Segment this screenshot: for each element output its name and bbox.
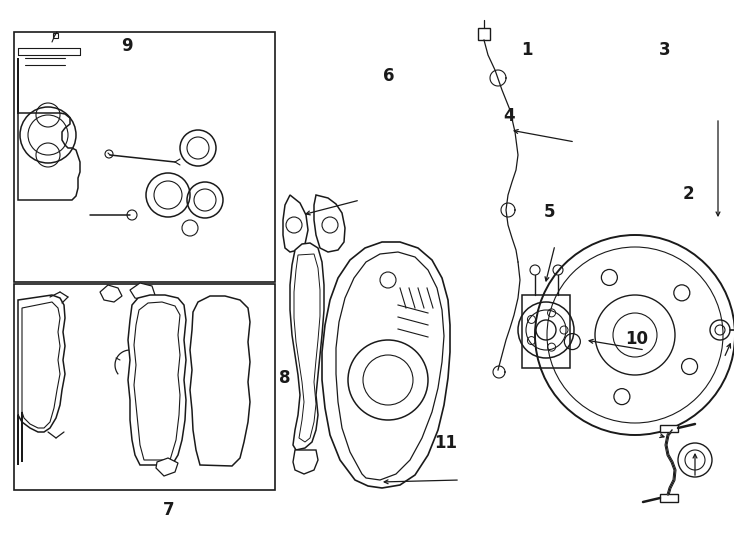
Text: 5: 5	[543, 203, 555, 221]
Text: 8: 8	[279, 369, 291, 387]
Text: 3: 3	[658, 40, 670, 59]
Polygon shape	[293, 450, 318, 474]
Polygon shape	[660, 494, 678, 502]
Polygon shape	[14, 284, 275, 490]
Polygon shape	[22, 302, 60, 462]
Polygon shape	[478, 28, 490, 40]
Text: 7: 7	[163, 501, 175, 519]
Polygon shape	[190, 296, 250, 466]
Text: 4: 4	[503, 107, 515, 125]
Polygon shape	[294, 254, 320, 442]
Polygon shape	[314, 195, 345, 252]
Text: 2: 2	[683, 185, 694, 204]
Polygon shape	[336, 252, 444, 480]
Polygon shape	[322, 242, 450, 488]
Text: 9: 9	[121, 37, 133, 55]
Polygon shape	[128, 295, 186, 465]
Polygon shape	[134, 302, 180, 460]
Polygon shape	[660, 425, 678, 432]
Text: 1: 1	[521, 40, 533, 59]
Polygon shape	[18, 295, 65, 465]
Text: 6: 6	[383, 66, 395, 85]
Text: 10: 10	[625, 330, 649, 348]
Polygon shape	[156, 458, 178, 476]
Polygon shape	[14, 32, 275, 282]
Text: 11: 11	[434, 434, 457, 452]
Polygon shape	[18, 58, 80, 200]
Polygon shape	[100, 285, 122, 302]
Polygon shape	[290, 243, 324, 450]
Polygon shape	[283, 195, 308, 252]
Polygon shape	[130, 283, 155, 300]
Polygon shape	[522, 295, 570, 368]
